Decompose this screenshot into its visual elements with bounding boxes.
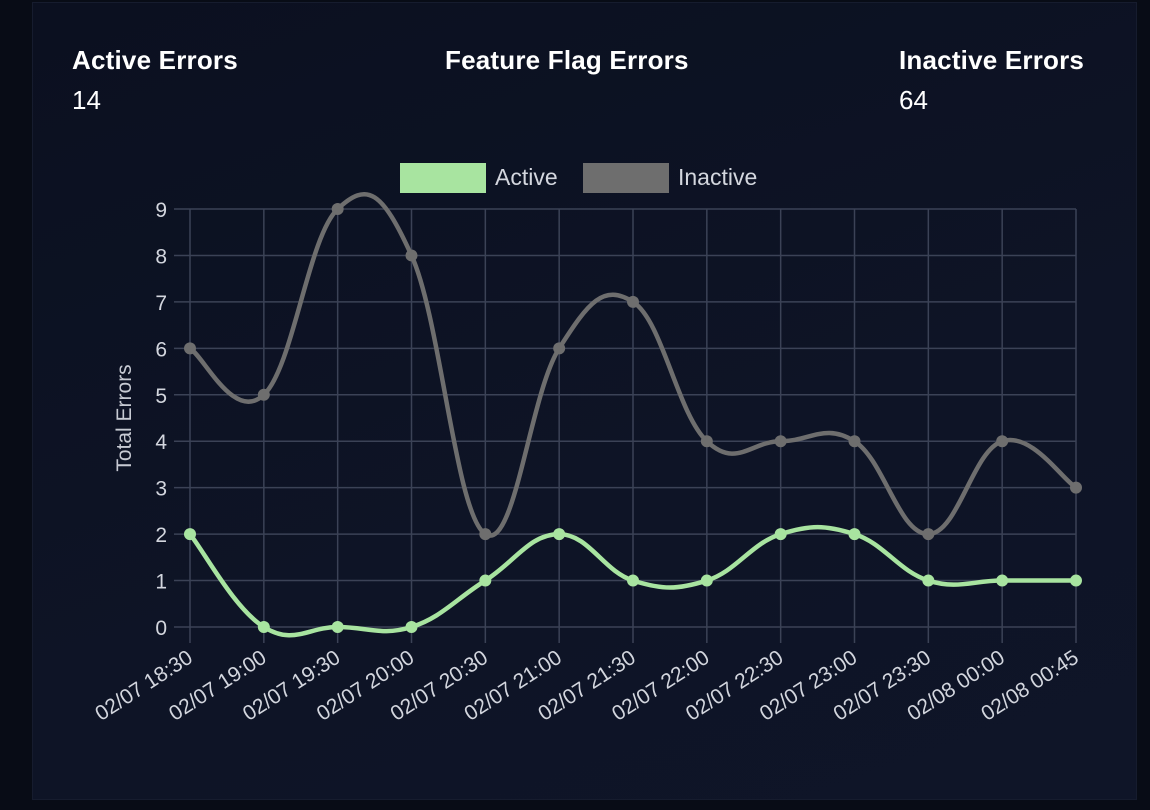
data-point[interactable] <box>1070 574 1082 587</box>
active-errors-label: Active Errors <box>72 45 238 75</box>
active-errors-value: 14 <box>72 85 101 115</box>
data-point[interactable] <box>996 574 1009 587</box>
legend-swatch-active <box>400 163 486 193</box>
data-point[interactable] <box>331 621 344 633</box>
feature-flag-errors-label: Feature Flag Errors <box>445 45 689 75</box>
inactive-errors-value: 64 <box>899 85 928 115</box>
series-active <box>184 524 1082 638</box>
series-line <box>187 524 1079 638</box>
feature-flag-errors-stat: Feature Flag Errors <box>445 45 689 85</box>
inactive-errors-label: Inactive Errors <box>899 45 1085 75</box>
data-point[interactable] <box>405 621 418 633</box>
data-point[interactable] <box>848 435 861 448</box>
chart-series <box>184 191 1082 638</box>
data-point[interactable] <box>479 574 492 587</box>
data-point[interactable] <box>405 249 418 262</box>
data-point[interactable] <box>996 435 1009 448</box>
data-point[interactable] <box>553 528 566 541</box>
y-tick-label: 5 <box>155 385 167 408</box>
y-tick-label: 6 <box>155 338 167 361</box>
data-point[interactable] <box>922 528 935 541</box>
data-point[interactable] <box>627 295 639 308</box>
legend-swatch-inactive <box>583 163 669 193</box>
data-point[interactable] <box>700 574 713 587</box>
y-tick-label: 7 <box>155 292 167 315</box>
data-point[interactable] <box>553 342 566 355</box>
data-point[interactable] <box>184 528 196 541</box>
y-tick-label: 2 <box>155 524 167 547</box>
y-axis-title: Total Errors <box>113 364 136 471</box>
data-point[interactable] <box>922 574 935 587</box>
data-point[interactable] <box>1070 481 1082 494</box>
y-tick-label: 3 <box>155 478 167 501</box>
data-point[interactable] <box>257 621 270 633</box>
legend-item-active[interactable]: Active <box>400 163 558 193</box>
y-axis-ticks: 0 1 2 3 4 5 6 7 8 9 <box>155 199 167 640</box>
chart-legend: Active Inactive <box>400 163 757 193</box>
data-point[interactable] <box>479 528 492 541</box>
y-tick-label: 9 <box>155 199 167 222</box>
data-point[interactable] <box>700 435 713 448</box>
data-point[interactable] <box>774 435 787 448</box>
inactive-errors-stat: Inactive Errors 64 <box>899 45 1084 115</box>
active-errors-stat: Active Errors 14 <box>72 45 238 115</box>
feature-flag-errors-panel <box>32 2 1137 800</box>
legend-label-active: Active <box>495 164 558 190</box>
legend-label-inactive: Inactive <box>678 164 757 190</box>
y-tick-label: 8 <box>155 245 167 268</box>
data-point[interactable] <box>774 528 787 541</box>
y-tick-label: 0 <box>155 617 167 640</box>
series-inactive <box>184 191 1082 541</box>
legend-item-inactive[interactable]: Inactive <box>583 163 757 193</box>
data-point[interactable] <box>627 574 639 587</box>
y-tick-label: 1 <box>155 571 167 594</box>
data-point[interactable] <box>331 203 344 215</box>
data-point[interactable] <box>848 528 861 541</box>
data-point[interactable] <box>184 342 196 355</box>
data-point[interactable] <box>257 388 270 401</box>
y-tick-label: 4 <box>155 431 167 454</box>
chart-grid <box>174 208 1077 643</box>
